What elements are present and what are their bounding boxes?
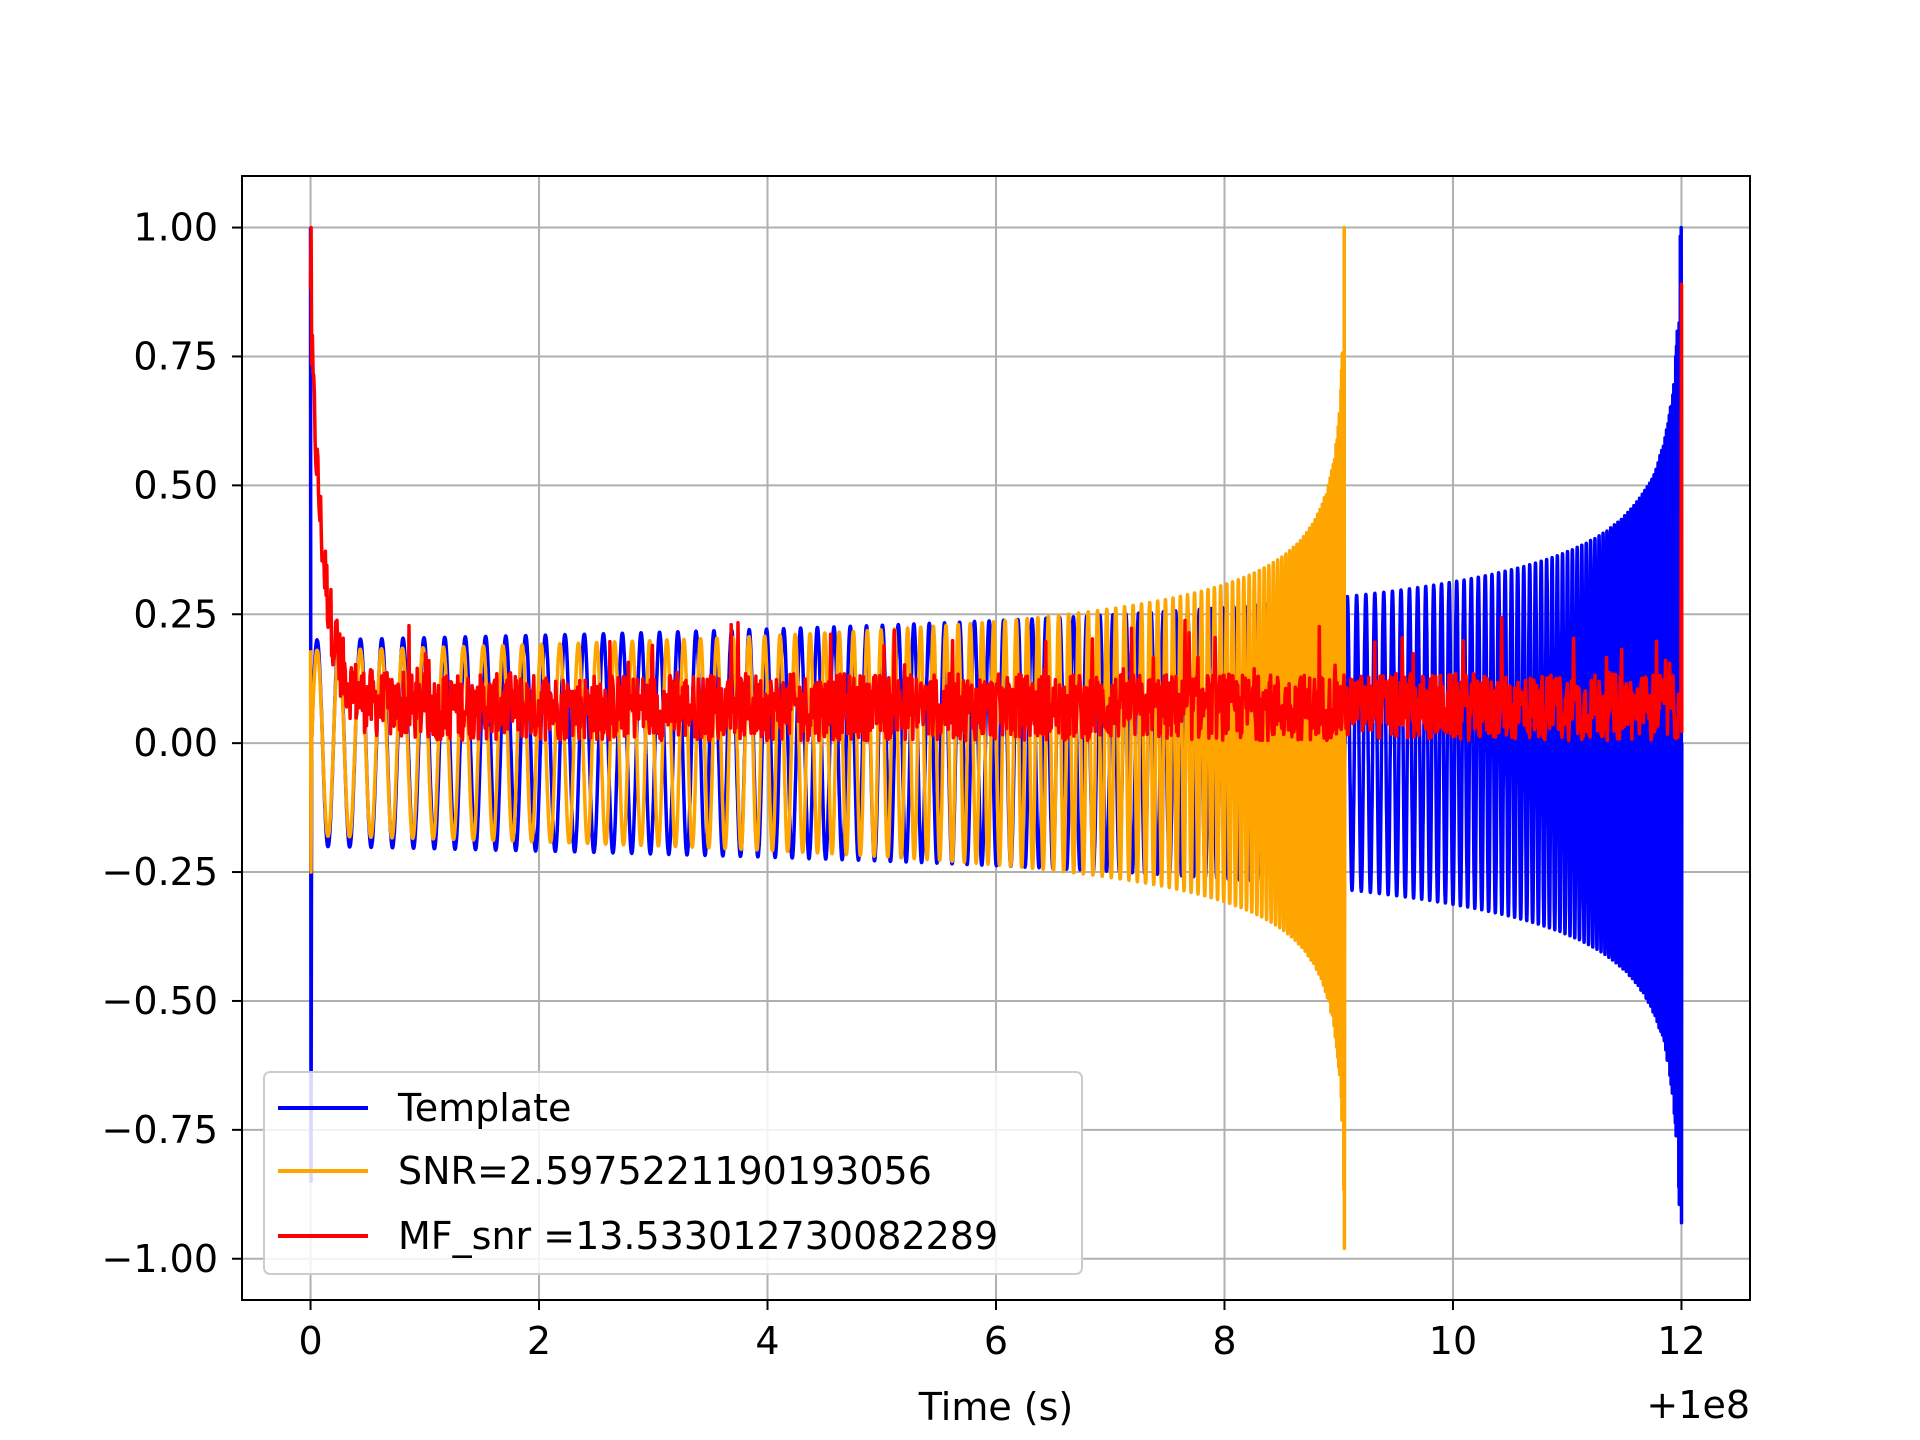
y-tick-label: 0.25: [133, 592, 218, 636]
series-layer: [308, 225, 1684, 1251]
y-tick-label: −0.50: [102, 979, 218, 1023]
legend-label-mf-snr: MF_snr =13.533012730082289: [398, 1214, 998, 1258]
x-axis-ticks: 0 2 4 6 8 10 12: [298, 1300, 1706, 1363]
x-tick-label: 2: [527, 1319, 551, 1363]
y-tick-label: 0.75: [133, 334, 218, 378]
y-tick-label: −0.25: [102, 850, 218, 894]
x-tick-label: 12: [1657, 1319, 1705, 1363]
y-tick-label: −0.75: [102, 1108, 218, 1152]
x-axis-label: Time (s): [918, 1385, 1074, 1429]
legend: Template SNR=2.5975221190193056 MF_snr =…: [263, 1071, 1083, 1275]
series-line-mf-snr: [308, 225, 1684, 743]
x-tick-label: 8: [1212, 1319, 1236, 1363]
legend-label-snr: SNR=2.5975221190193056: [398, 1149, 932, 1193]
y-tick-label: 0.00: [133, 721, 218, 765]
y-tick-label: −1.00: [102, 1237, 218, 1281]
x-tick-label: 6: [984, 1319, 1008, 1363]
x-tick-label: 0: [298, 1319, 322, 1363]
y-tick-label: 0.50: [133, 463, 218, 507]
x-tick-label: 4: [755, 1319, 779, 1363]
y-axis-ticks: 1.00 0.75 0.50 0.25 0.00 −0.25 −0.50 −0.75 −1.00: [102, 206, 242, 1281]
y-tick-label: 1.00: [133, 206, 218, 250]
legend-label-template: Template: [397, 1086, 571, 1130]
series-line-template: [308, 225, 1684, 1225]
legend-frame: [263, 1071, 1083, 1275]
x-tick-label: 10: [1429, 1319, 1477, 1363]
x-axis-offset-label: +1e8: [1646, 1383, 1750, 1427]
